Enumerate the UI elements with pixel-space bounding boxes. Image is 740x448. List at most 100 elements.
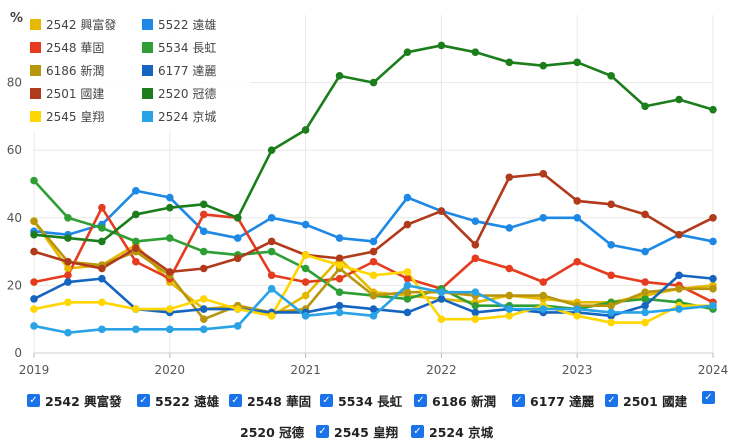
data-point[interactable] bbox=[30, 305, 38, 313]
data-point[interactable] bbox=[369, 257, 378, 266]
data-point[interactable] bbox=[30, 217, 38, 225]
series-filter-checkbox[interactable]: ✓ 2545 皇翔 bbox=[316, 422, 398, 441]
data-point[interactable] bbox=[675, 230, 683, 239]
data-point[interactable] bbox=[539, 291, 548, 300]
data-point[interactable] bbox=[505, 224, 514, 232]
data-point[interactable] bbox=[199, 325, 208, 334]
series-filter-checkbox[interactable]: ✓ 2501 國建 bbox=[605, 391, 687, 410]
data-point[interactable] bbox=[403, 295, 412, 303]
data-point[interactable] bbox=[335, 301, 344, 310]
data-point[interactable] bbox=[233, 214, 242, 222]
data-point[interactable] bbox=[335, 274, 344, 283]
series-filter-checkbox[interactable]: ✓ 6177 達麗 bbox=[512, 391, 594, 410]
series-filter-checkbox[interactable]: ✓ 5534 長虹 bbox=[320, 391, 402, 410]
checkbox-checked-icon[interactable]: ✓ bbox=[414, 394, 427, 407]
data-point[interactable] bbox=[607, 271, 615, 280]
data-point[interactable] bbox=[607, 241, 615, 249]
data-point[interactable] bbox=[675, 271, 683, 280]
data-point[interactable] bbox=[369, 312, 378, 320]
data-point[interactable] bbox=[233, 254, 242, 263]
data-point[interactable] bbox=[30, 278, 38, 286]
data-point[interactable] bbox=[641, 318, 649, 327]
data-point[interactable] bbox=[267, 271, 276, 280]
data-point[interactable] bbox=[199, 264, 208, 273]
data-point[interactable] bbox=[709, 274, 717, 283]
data-point[interactable] bbox=[30, 230, 38, 239]
data-point[interactable] bbox=[403, 274, 412, 283]
data-point[interactable] bbox=[98, 325, 106, 334]
data-point[interactable] bbox=[64, 298, 72, 307]
data-point[interactable] bbox=[64, 271, 72, 280]
data-point[interactable] bbox=[199, 200, 208, 209]
data-point[interactable] bbox=[301, 291, 310, 300]
series-filter-label[interactable]: 2520 冠德 bbox=[240, 425, 305, 440]
data-point[interactable] bbox=[199, 295, 208, 303]
data-point[interactable] bbox=[233, 234, 242, 242]
data-point[interactable] bbox=[403, 268, 412, 276]
data-point[interactable] bbox=[573, 197, 581, 205]
data-point[interactable] bbox=[709, 214, 717, 222]
data-point[interactable] bbox=[641, 102, 649, 111]
data-point[interactable] bbox=[505, 173, 514, 182]
data-point[interactable] bbox=[471, 308, 480, 317]
data-point[interactable] bbox=[403, 48, 412, 56]
data-point[interactable] bbox=[573, 312, 581, 320]
data-point[interactable] bbox=[132, 210, 140, 219]
data-point[interactable] bbox=[505, 291, 514, 300]
series-filter-checkbox[interactable]: ✓ 5522 遠雄 bbox=[137, 391, 219, 410]
data-point[interactable] bbox=[369, 247, 378, 256]
series-filter-checkbox[interactable]: ✓ 6186 新潤 bbox=[414, 391, 496, 410]
data-point[interactable] bbox=[539, 214, 548, 222]
data-point[interactable] bbox=[267, 214, 276, 222]
checkbox-checked-icon[interactable]: ✓ bbox=[605, 394, 618, 407]
data-point[interactable] bbox=[335, 261, 344, 269]
data-point[interactable] bbox=[267, 284, 276, 293]
data-point[interactable] bbox=[64, 278, 72, 286]
data-point[interactable] bbox=[369, 271, 378, 280]
checkbox-checked-icon[interactable]: ✓ bbox=[702, 391, 715, 404]
data-point[interactable] bbox=[471, 217, 480, 225]
data-point[interactable] bbox=[267, 237, 276, 246]
data-point[interactable] bbox=[132, 305, 140, 313]
data-point[interactable] bbox=[675, 95, 683, 104]
data-point[interactable] bbox=[369, 78, 378, 87]
data-point[interactable] bbox=[335, 288, 344, 296]
data-point[interactable] bbox=[641, 308, 649, 317]
data-point[interactable] bbox=[403, 220, 412, 229]
data-point[interactable] bbox=[199, 227, 208, 236]
data-point[interactable] bbox=[437, 288, 446, 296]
checkbox-checked-icon[interactable]: ✓ bbox=[512, 394, 525, 407]
data-point[interactable] bbox=[471, 48, 480, 56]
data-point[interactable] bbox=[675, 305, 683, 313]
data-point[interactable] bbox=[573, 214, 581, 222]
data-point[interactable] bbox=[267, 146, 276, 154]
data-point[interactable] bbox=[98, 298, 106, 307]
data-point[interactable] bbox=[132, 186, 140, 195]
data-point[interactable] bbox=[301, 312, 310, 320]
data-point[interactable] bbox=[369, 237, 378, 246]
data-point[interactable] bbox=[607, 308, 615, 317]
series-filter-checkbox[interactable]: ✓ 2524 京城 bbox=[411, 422, 493, 441]
series-filter-checkbox[interactable]: ✓ 2542 興富發 bbox=[27, 391, 122, 410]
data-point[interactable] bbox=[166, 203, 174, 212]
data-point[interactable] bbox=[132, 257, 140, 266]
data-point[interactable] bbox=[437, 41, 446, 50]
data-point[interactable] bbox=[471, 254, 480, 263]
data-point[interactable] bbox=[369, 305, 378, 313]
data-point[interactable] bbox=[166, 305, 174, 313]
data-point[interactable] bbox=[301, 251, 310, 259]
data-point[interactable] bbox=[539, 278, 548, 286]
checkbox-checked-icon[interactable]: ✓ bbox=[229, 394, 242, 407]
checkbox-checked-icon[interactable]: ✓ bbox=[137, 394, 150, 407]
data-point[interactable] bbox=[505, 58, 514, 67]
data-point[interactable] bbox=[471, 301, 480, 310]
data-point[interactable] bbox=[369, 291, 378, 300]
data-point[interactable] bbox=[301, 264, 310, 273]
data-point[interactable] bbox=[98, 237, 106, 246]
data-point[interactable] bbox=[641, 288, 649, 296]
data-point[interactable] bbox=[267, 247, 276, 256]
data-point[interactable] bbox=[641, 278, 649, 286]
data-point[interactable] bbox=[132, 237, 140, 246]
checkbox-checked-icon[interactable]: ✓ bbox=[27, 394, 40, 407]
data-point[interactable] bbox=[98, 274, 106, 283]
